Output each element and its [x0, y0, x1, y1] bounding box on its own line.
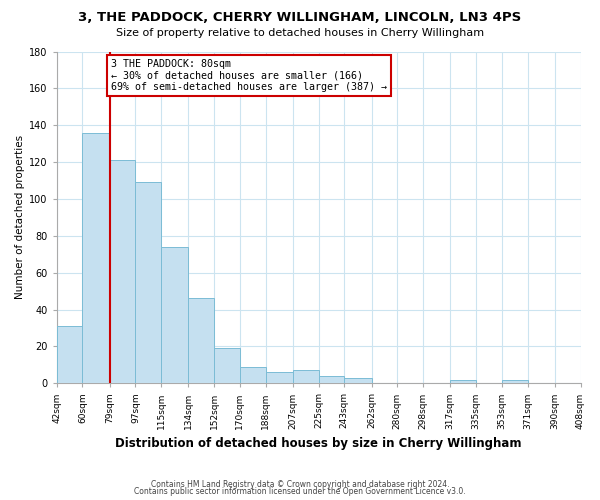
- Bar: [502, 380, 527, 384]
- X-axis label: Distribution of detached houses by size in Cherry Willingham: Distribution of detached houses by size …: [115, 437, 522, 450]
- Text: Contains public sector information licensed under the Open Government Licence v3: Contains public sector information licen…: [134, 487, 466, 496]
- Text: 3 THE PADDOCK: 80sqm
← 30% of detached houses are smaller (166)
69% of semi-deta: 3 THE PADDOCK: 80sqm ← 30% of detached h…: [111, 59, 387, 92]
- Bar: [344, 378, 371, 384]
- Bar: [136, 182, 161, 384]
- Bar: [110, 160, 136, 384]
- Bar: [82, 132, 110, 384]
- Bar: [293, 370, 319, 384]
- Bar: [214, 348, 240, 384]
- Bar: [161, 247, 188, 384]
- Bar: [188, 298, 214, 384]
- Bar: [56, 326, 82, 384]
- Bar: [319, 376, 344, 384]
- Text: Size of property relative to detached houses in Cherry Willingham: Size of property relative to detached ho…: [116, 28, 484, 38]
- Bar: [240, 366, 266, 384]
- Bar: [266, 372, 293, 384]
- Text: Contains HM Land Registry data © Crown copyright and database right 2024.: Contains HM Land Registry data © Crown c…: [151, 480, 449, 489]
- Text: 3, THE PADDOCK, CHERRY WILLINGHAM, LINCOLN, LN3 4PS: 3, THE PADDOCK, CHERRY WILLINGHAM, LINCO…: [79, 11, 521, 24]
- Y-axis label: Number of detached properties: Number of detached properties: [15, 136, 25, 300]
- Bar: [450, 380, 476, 384]
